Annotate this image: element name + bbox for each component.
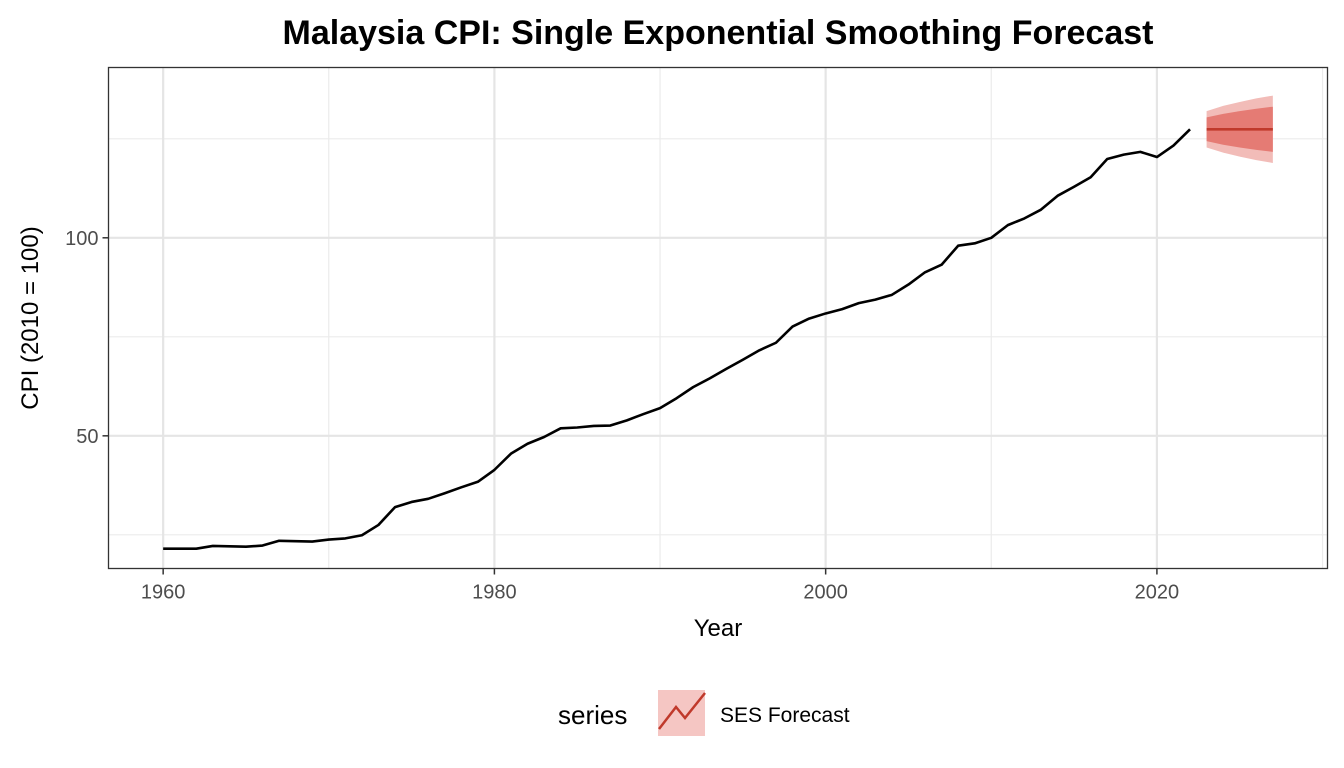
x-axis-label: Year [694, 615, 743, 642]
x-tick-label: 1980 [472, 582, 517, 604]
legend: series SES Forecast [558, 690, 850, 736]
plot-panel-border [107, 66, 1329, 570]
legend-title: series [558, 700, 627, 730]
legend-key-line-icon [658, 692, 706, 730]
x-tick-label: 1960 [141, 582, 186, 604]
chart-title: Malaysia CPI: Single Exponential Smoothi… [283, 14, 1154, 52]
y-tick-label: 50 [76, 426, 98, 448]
x-axis: 1960 1980 2000 2020 [141, 568, 1180, 604]
x-tick-label: 2000 [803, 582, 848, 604]
grid-lines [108, 67, 1328, 569]
y-axis: 50 100 [65, 228, 109, 448]
legend-entry-ses-forecast: SES Forecast [720, 704, 850, 727]
x-tick-label: 2020 [1135, 582, 1180, 604]
y-tick-label: 100 [65, 228, 98, 250]
observed-cpi-line [163, 128, 1191, 550]
series-lines [163, 127, 1273, 550]
y-axis-label: CPI (2010 = 100) [17, 226, 44, 409]
